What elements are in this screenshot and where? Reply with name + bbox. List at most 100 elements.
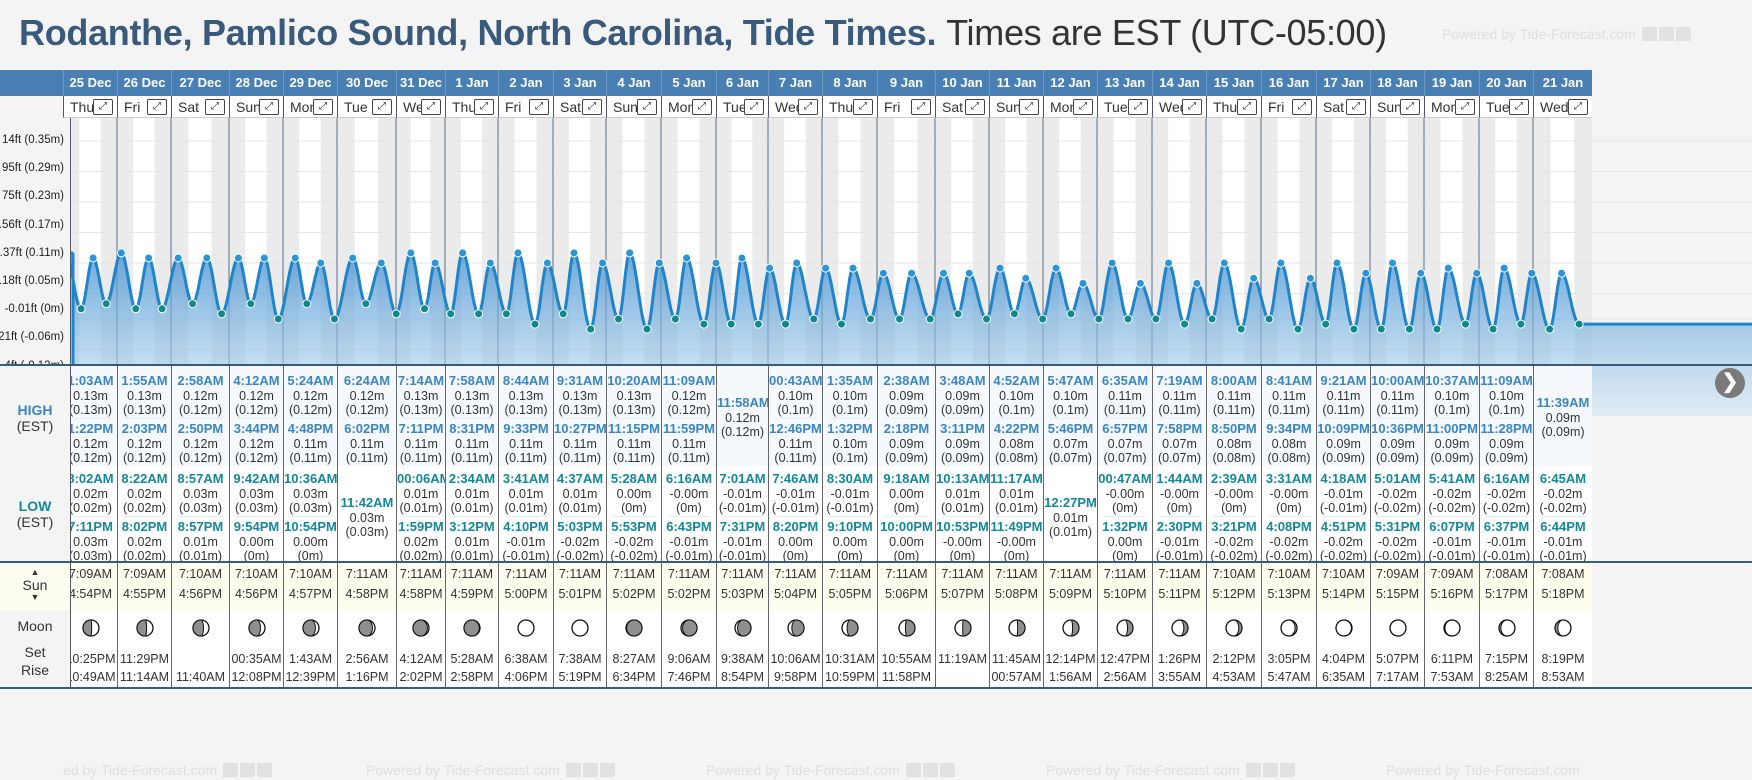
high-tide-point[interactable] xyxy=(1499,263,1509,273)
high-tide-point[interactable] xyxy=(1249,273,1259,283)
expand-day-button[interactable]: ⤢ xyxy=(637,99,657,115)
low-tide-point[interactable] xyxy=(895,314,904,324)
low-tide-point[interactable] xyxy=(530,319,540,329)
expand-day-button[interactable]: ⤢ xyxy=(853,99,873,115)
high-tide-point[interactable] xyxy=(625,248,635,258)
high-tide-point[interactable] xyxy=(1219,258,1229,268)
low-tide-point[interactable] xyxy=(157,304,167,314)
high-tide-point[interactable] xyxy=(406,248,416,258)
high-tide-point[interactable] xyxy=(821,263,831,273)
expand-day-button[interactable]: ⤢ xyxy=(582,99,602,115)
low-tide-point[interactable] xyxy=(670,314,680,324)
high-tide-point[interactable] xyxy=(1557,268,1567,278)
high-tide-point[interactable] xyxy=(316,258,326,268)
high-tide-point[interactable] xyxy=(1192,278,1202,288)
expand-day-button[interactable]: ⤢ xyxy=(474,99,494,115)
high-tide-point[interactable] xyxy=(569,248,579,258)
expand-day-button[interactable]: ⤢ xyxy=(205,99,225,115)
low-tide-point[interactable] xyxy=(699,319,709,329)
expand-day-button[interactable]: ⤢ xyxy=(259,99,279,115)
low-tide-point[interactable] xyxy=(809,314,819,324)
high-tide-point[interactable] xyxy=(259,253,269,263)
high-tide-point[interactable] xyxy=(995,263,1005,273)
low-tide-point[interactable] xyxy=(953,309,963,319)
low-tide-point[interactable] xyxy=(501,309,511,319)
low-tide-point[interactable] xyxy=(1488,324,1498,334)
high-tide-point[interactable] xyxy=(1276,258,1286,268)
high-tide-point[interactable] xyxy=(1021,273,1031,283)
low-tide-point[interactable] xyxy=(391,309,401,319)
expand-day-button[interactable]: ⤢ xyxy=(1128,99,1148,115)
low-tide-point[interactable] xyxy=(1123,314,1133,324)
high-tide-point[interactable] xyxy=(233,253,243,263)
low-tide-point[interactable] xyxy=(420,304,429,314)
high-tide-point[interactable] xyxy=(1305,273,1315,283)
high-tide-point[interactable] xyxy=(1078,278,1088,288)
low-tide-point[interactable] xyxy=(558,309,568,319)
low-tide-point[interactable] xyxy=(446,309,456,319)
low-tide-point[interactable] xyxy=(217,309,227,319)
low-tide-point[interactable] xyxy=(1376,324,1386,334)
low-tide-point[interactable] xyxy=(726,319,736,329)
low-tide-point[interactable] xyxy=(614,314,623,324)
low-tide-point[interactable] xyxy=(273,314,283,324)
low-tide-point[interactable] xyxy=(1236,324,1246,334)
low-tide-point[interactable] xyxy=(866,314,875,324)
high-tide-point[interactable] xyxy=(848,263,858,273)
expand-day-button[interactable]: ⤢ xyxy=(529,99,549,115)
expand-day-button[interactable]: ⤢ xyxy=(1182,99,1202,115)
expand-day-button[interactable]: ⤢ xyxy=(93,99,113,115)
high-tide-point[interactable] xyxy=(964,268,974,278)
high-tide-point[interactable] xyxy=(1388,258,1397,268)
high-tide-point[interactable] xyxy=(654,258,664,268)
high-tide-point[interactable] xyxy=(939,268,948,278)
high-tide-point[interactable] xyxy=(116,248,126,258)
high-tide-point[interactable] xyxy=(1416,268,1426,278)
high-tide-point[interactable] xyxy=(1107,258,1117,268)
next-days-button[interactable]: ❯ xyxy=(1715,368,1745,398)
low-tide-point[interactable] xyxy=(781,319,790,329)
low-tide-point[interactable] xyxy=(1151,314,1161,324)
high-tide-point[interactable] xyxy=(513,248,523,258)
low-tide-point[interactable] xyxy=(474,309,484,319)
low-tide-point[interactable] xyxy=(101,299,111,309)
expand-day-button[interactable]: ⤢ xyxy=(692,99,712,115)
low-tide-point[interactable] xyxy=(76,304,86,314)
low-tide-point[interactable] xyxy=(753,319,763,329)
low-tide-point[interactable] xyxy=(246,299,256,309)
expand-day-button[interactable]: ⤢ xyxy=(421,99,441,115)
expand-day-button[interactable]: ⤢ xyxy=(1568,99,1588,115)
low-tide-point[interactable] xyxy=(1009,309,1019,319)
low-tide-point[interactable] xyxy=(1038,314,1048,324)
low-tide-point[interactable] xyxy=(1432,324,1442,334)
low-tide-point[interactable] xyxy=(1574,319,1584,329)
high-tide-point[interactable] xyxy=(376,258,386,268)
low-tide-point[interactable] xyxy=(586,324,596,334)
high-tide-point[interactable] xyxy=(202,253,212,263)
high-tide-point[interactable] xyxy=(1527,268,1537,278)
high-tide-point[interactable] xyxy=(290,253,300,263)
expand-day-button[interactable]: ⤢ xyxy=(1509,99,1529,115)
high-tide-point[interactable] xyxy=(1443,263,1453,273)
low-tide-point[interactable] xyxy=(837,319,846,329)
high-tide-point[interactable] xyxy=(598,258,608,268)
low-tide-point[interactable] xyxy=(1516,319,1526,329)
expand-day-button[interactable]: ⤢ xyxy=(147,99,167,115)
low-tide-point[interactable] xyxy=(1066,309,1076,319)
high-tide-point[interactable] xyxy=(88,253,98,263)
low-tide-point[interactable] xyxy=(1349,324,1359,334)
low-tide-point[interactable] xyxy=(1293,324,1303,334)
high-tide-point[interactable] xyxy=(1332,258,1342,268)
expand-day-button[interactable]: ⤢ xyxy=(1073,99,1093,115)
high-tide-point[interactable] xyxy=(711,258,721,268)
low-tide-point[interactable] xyxy=(1321,319,1331,329)
expand-day-button[interactable]: ⤢ xyxy=(1455,99,1475,115)
low-tide-point[interactable] xyxy=(1094,314,1104,324)
low-tide-point[interactable] xyxy=(982,314,991,324)
high-tide-point[interactable] xyxy=(458,248,468,258)
high-tide-point[interactable] xyxy=(737,253,747,263)
expand-day-button[interactable]: ⤢ xyxy=(744,99,764,115)
high-tide-point[interactable] xyxy=(765,263,775,273)
expand-day-button[interactable]: ⤢ xyxy=(313,99,333,115)
high-tide-point[interactable] xyxy=(1051,263,1061,273)
